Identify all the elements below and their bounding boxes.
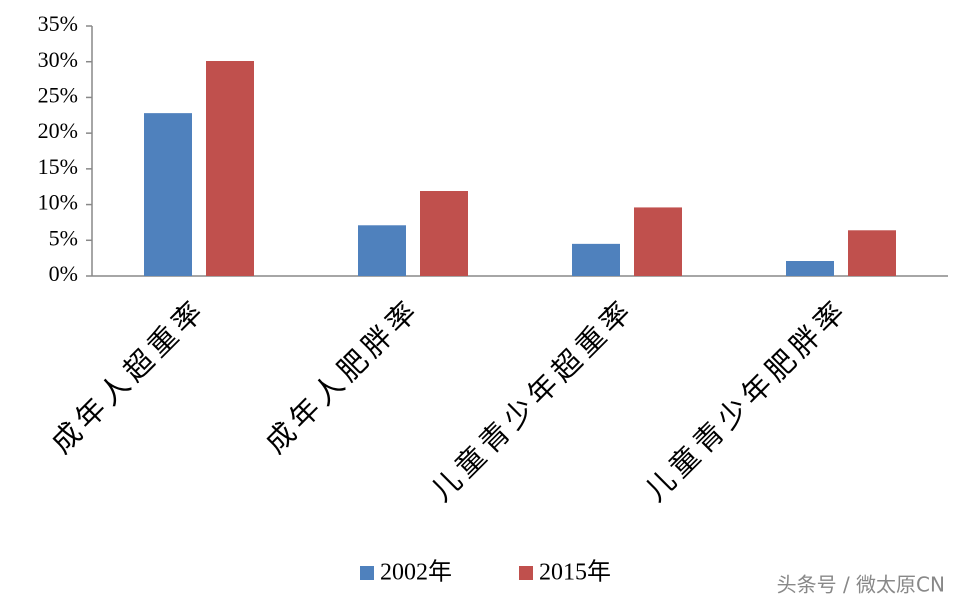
bar [848, 230, 896, 276]
legend-label: 2015年 [539, 559, 611, 586]
x-tick-label: 儿童青少年超重率 [425, 292, 641, 508]
bar [206, 61, 254, 276]
y-tick-label: 15% [38, 154, 78, 179]
bar [358, 225, 406, 276]
y-tick-label: 20% [38, 118, 78, 143]
legend-label: 2002年 [380, 559, 452, 586]
bar [572, 243, 620, 276]
legend-swatch [519, 566, 533, 580]
y-tick-label: 10% [38, 190, 78, 215]
y-tick-label: 0% [49, 261, 78, 286]
y-tick-label: 35% [38, 11, 78, 36]
y-tick-label: 30% [38, 47, 78, 72]
x-tick-label: 成年人肥胖率 [259, 292, 427, 460]
bar [144, 113, 192, 277]
watermark: 头条号 / 微太原CN [777, 573, 945, 597]
y-tick-label: 25% [38, 82, 78, 107]
x-tick-label: 成年人超重率 [45, 292, 213, 460]
bar [786, 261, 834, 276]
x-tick-label: 儿童青少年肥胖率 [639, 292, 855, 508]
bar [420, 191, 468, 276]
legend-swatch [360, 566, 374, 580]
bar [634, 207, 682, 276]
y-tick-label: 5% [49, 225, 78, 250]
